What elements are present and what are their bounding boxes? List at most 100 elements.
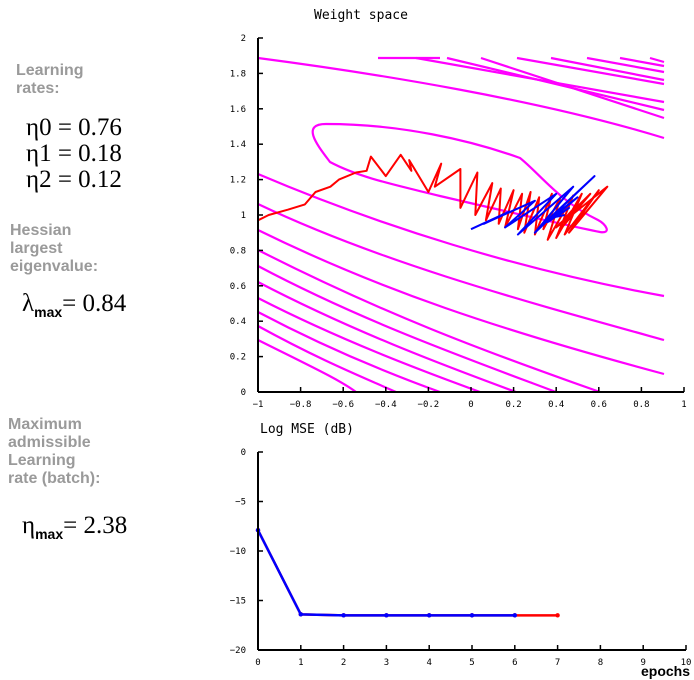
blue-data-point [512,613,517,618]
y-tick-label: 1.2 [230,176,246,186]
max-rate-heading-line1: Maximum [8,416,82,433]
contour-line [311,122,608,234]
lambda-symbol: λ [22,290,35,317]
x-tick-label: 7 [555,658,560,668]
contour-line [257,339,357,393]
x-tick-label: 0 [255,658,260,668]
eta1-equation: η1 = 0.18 [26,140,122,167]
blue-data-point [384,613,389,618]
x-tick-label: 0.6 [591,400,607,410]
mse-series [255,528,560,618]
x-tick-label: 1 [298,658,303,668]
y-tick-label: 0.2 [230,353,246,363]
y-tick-label: 0.4 [230,317,246,327]
y-tick-label: 2 [241,34,246,44]
eta-subscript: max [35,526,64,542]
contour-line [257,172,665,298]
y-tick-label: −10 [230,547,246,557]
contour-line [257,311,441,394]
contour-line [480,56,665,120]
x-tick-label: −0.4 [375,400,397,410]
eta2-equation: η2 = 0.12 [26,166,122,193]
y-tick-label: 1.8 [230,69,246,79]
lambda-max-equation: λmax= 0.84 [22,290,127,324]
y-tick-label: −15 [230,597,246,607]
mse-title: Log MSE (dB) [260,422,354,437]
y-tick-label: 0 [241,388,246,398]
contour-line [586,56,665,74]
y-tick-label: 1 [241,211,246,221]
x-tick-label: 9 [640,658,645,668]
y-tick-label: −20 [230,646,246,656]
x-tick-label: 5 [469,658,474,668]
contour-line [257,249,601,394]
contour-line [257,203,665,342]
mse-axes: 0 1 2 3 4 5 6 7 8 9 10 0 −5 −10 −15 −20 [230,448,692,668]
eta-symbol: η [22,512,36,539]
red-series-line [257,153,609,241]
contour-line [516,56,665,86]
x-tick-label: 6 [512,658,517,668]
contour-line [446,56,665,112]
eta0-equation: η0 = 0.76 [26,114,122,141]
x-tick-label: 0.2 [505,400,521,410]
contour-line [257,265,557,394]
hessian-heading-line1: Hessian [10,222,72,239]
contour-line [619,56,665,68]
blue-data-point [469,613,475,618]
x-tick-label: 2 [341,658,346,668]
x-tick-label: 4 [426,658,431,668]
x-tick-label: 0.8 [633,400,649,410]
blue-data-point [341,613,346,618]
blue-series-line [256,529,515,617]
learning-rates-heading-line1: Learning [16,62,84,79]
x-tick-label: −0.6 [332,400,354,410]
blue-data-point [298,612,303,617]
x-tick-label: −1 [253,400,264,410]
contour-line [257,325,397,394]
lambda-value: = 0.84 [62,290,127,317]
x-tick-label: 0 [468,400,473,410]
max-rate-heading-line2: admissible [8,434,91,451]
weight-space-axes: −1 −0.8 −0.6 −0.4 −0.2 0 0.2 0.4 0.6 0.8 1 0 0.2 0.4 0… [230,34,687,410]
eta-max-equation: ηmax= 2.38 [22,512,128,546]
learning-rates-heading-line2: rates: [16,80,60,97]
contour-line [257,297,481,394]
max-rate-heading-line3: Learning [8,452,76,469]
x-tick-label: 1 [681,400,686,410]
x-tick-label: 10 [681,658,692,668]
contour-line [257,56,665,140]
contour-lines [257,56,665,394]
hessian-heading-line3: eigenvalue: [10,258,99,275]
y-tick-label: 1.6 [230,105,246,115]
blue-data-point [427,613,432,618]
max-rate-heading-line4: rate (batch): [8,470,101,487]
contour-line [649,56,665,64]
contour-line [257,281,517,394]
x-tick-label: −0.8 [290,400,312,410]
contour-line [257,229,665,376]
eta-max-value: = 2.38 [63,512,128,539]
y-tick-label: 0.6 [230,282,246,292]
y-tick-label: −5 [235,498,246,508]
mse-plot: Log MSE (dB) 0 1 2 3 4 5 6 7 8 9 10 0 −5 −10 −15 −20 ep… [230,422,692,679]
weight-trajectories [257,153,609,241]
x-tick-label: 8 [598,658,603,668]
learning-rates-heading: Learning rates: [16,62,84,98]
weight-space-plot: Weight space −1 −0.8 −0.6 −0.4 −0.2 0 0. [230,8,687,410]
hessian-heading-line2: largest [10,240,63,257]
y-tick-label: 1.4 [230,140,246,150]
weight-space-title: Weight space [314,8,408,23]
lambda-subscript: max [34,304,63,320]
blue-series-line [470,175,596,236]
x-tick-label: 0.4 [548,400,564,410]
red-data-point [555,613,560,618]
y-tick-label: 0.8 [230,246,246,256]
x-tick-label: 3 [384,658,389,668]
y-tick-label: 0 [241,448,246,458]
red-series-line [256,529,558,617]
max-rate-heading: Maximum admissible Learning rate (batch)… [8,416,100,488]
contour-line [550,56,665,82]
x-tick-label: −0.2 [418,400,440,410]
